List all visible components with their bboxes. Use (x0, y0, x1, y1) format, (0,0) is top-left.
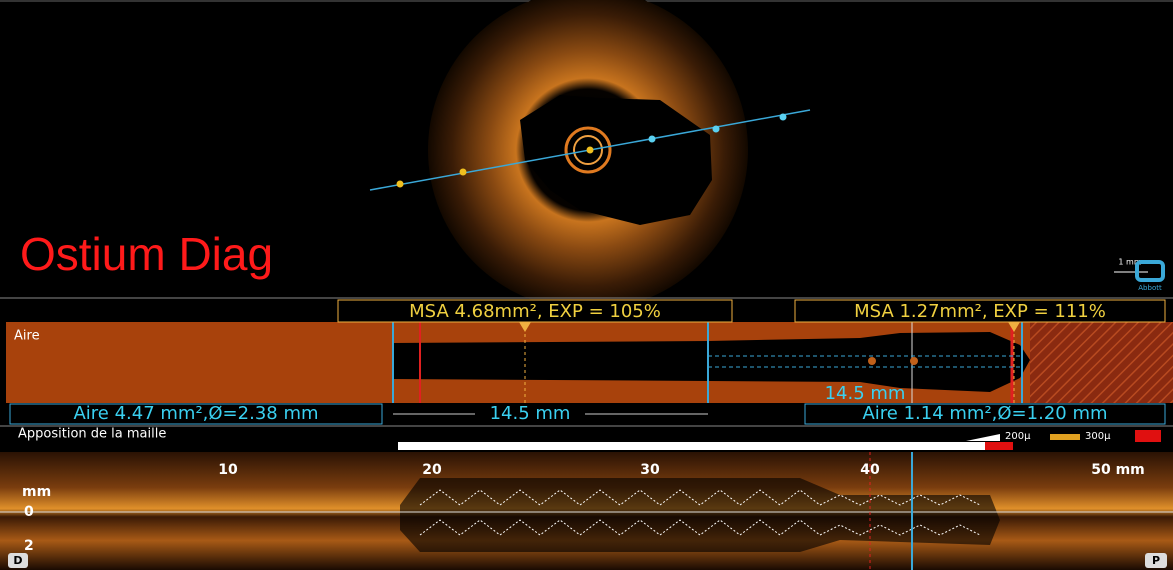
x-tick-label: 20 (422, 462, 442, 478)
area-panel: MSA 4.68mm², EXP = 105% MSA 1.27mm², EXP… (0, 300, 1173, 425)
x-tick-label: 10 (218, 462, 238, 478)
legend-label: 200µ (1005, 431, 1031, 442)
depth-label: mm (22, 484, 51, 500)
logo: Abbott (1138, 284, 1162, 292)
marker (868, 357, 876, 365)
panel-title: Aire (14, 329, 40, 344)
x-tick-label: 30 (640, 462, 660, 478)
legend-swatch (1135, 430, 1161, 442)
legend-swatch (1050, 434, 1080, 440)
panel-title: Apposition de la maille (18, 427, 166, 442)
marker (460, 169, 467, 176)
x-tick-label: 50 mm (1091, 462, 1145, 478)
apposition-panel: Apposition de la maille 200µ 300µ (0, 426, 1173, 450)
x-tick-label: 40 (860, 462, 880, 478)
legend-label: 300µ (1085, 431, 1111, 442)
length-label: 14.5 mm (490, 403, 571, 424)
marker (713, 126, 720, 133)
distal-label: D (13, 554, 22, 567)
legend-ramp (966, 434, 1000, 441)
marker (910, 357, 918, 365)
marker (780, 114, 787, 121)
cross-section: Ostium Diag 1 mm Abbott (0, 0, 1173, 310)
apposition-bar (398, 442, 985, 450)
proximal-label: P (1152, 554, 1160, 567)
excluded-region (1030, 322, 1173, 403)
area-label: Aire 1.14 mm²,Ø=1.20 mm (862, 403, 1107, 424)
marker (649, 136, 656, 143)
marker (397, 181, 404, 188)
marker (587, 147, 594, 154)
length-label: 14.5 mm (825, 383, 906, 404)
screen: Ostium Diag 1 mm Abbott MSA 4.68mm², EXP… (0, 0, 1173, 570)
msa-label: MSA 4.68mm², EXP = 105% (409, 301, 661, 322)
msa-label: MSA 1.27mm², EXP = 111% (854, 301, 1106, 322)
frame-label: Ostium Diag (20, 228, 273, 280)
page: {"cross_section": {"label": "Ostium Diag… (0, 0, 1173, 570)
malapposition (985, 442, 1013, 450)
depth-label: 2 (24, 538, 34, 554)
area-label: Aire 4.47 mm²,Ø=2.38 mm (73, 403, 318, 424)
longitudinal-view: 10 20 30 40 50 mm mm 0 2 D P (0, 452, 1173, 570)
depth-label: 0 (24, 504, 34, 520)
